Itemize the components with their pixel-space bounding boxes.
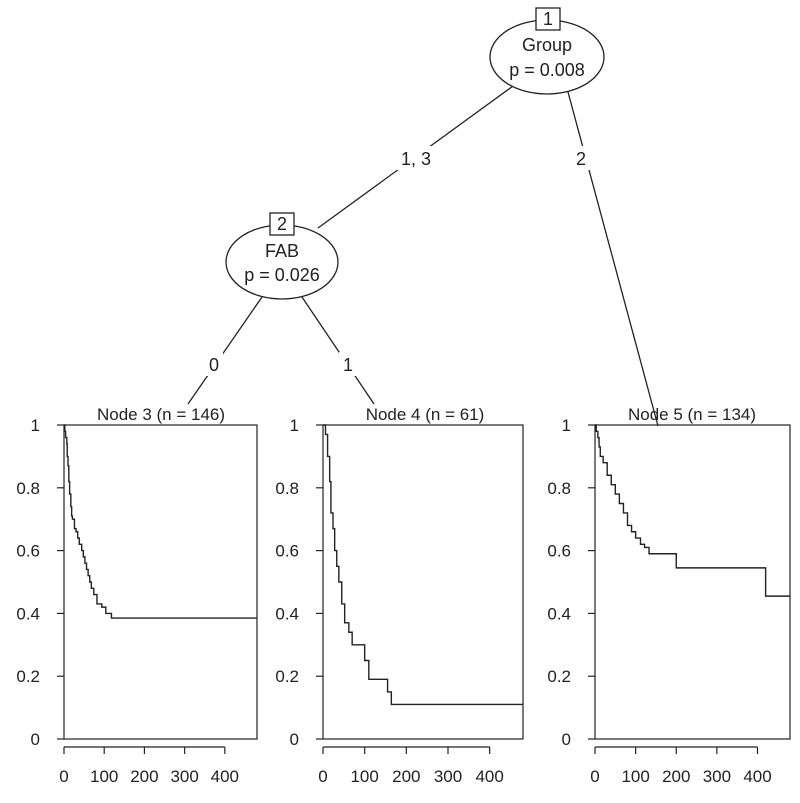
edge-label-bg <box>572 146 590 170</box>
y-tick-label: 0.4 <box>16 604 40 623</box>
node-id: 2 <box>277 214 287 234</box>
x-tick-label: 0 <box>590 767 599 786</box>
node-variable: FAB <box>265 241 299 261</box>
km-plot-node-4: 0 0.2 0.4 0.6 0.8 1 0 100 200 300 400 <box>275 416 524 786</box>
survival-curve <box>323 424 523 706</box>
y-tick-label: 0.8 <box>275 479 299 498</box>
y-tick-label: 0.4 <box>275 604 299 623</box>
inner-node-1: 1 Group p = 0.008 <box>489 7 605 95</box>
x-tick-label: 200 <box>662 767 690 786</box>
x-tick-label: 100 <box>90 767 118 786</box>
terminal-node-title-4: Node 4 (n = 61) <box>366 405 485 424</box>
edge-1-5 <box>567 91 659 427</box>
y-tick-label: 0.2 <box>275 667 299 686</box>
node-pvalue: p = 0.026 <box>244 265 320 285</box>
edge-label-1-2: 1, 3 <box>401 149 431 169</box>
plot-frame <box>63 424 258 740</box>
y-tick-label: 0.2 <box>547 667 571 686</box>
y-tick-label: 0 <box>290 730 299 749</box>
y-tick-label: 1 <box>290 416 299 435</box>
inner-node-2: 2 FAB p = 0.026 <box>225 212 339 300</box>
terminal-node-title-3: Node 3 (n = 146) <box>97 405 225 424</box>
terminal-node-title-5: Node 5 (n = 134) <box>628 405 756 424</box>
y-tick-label: 0.6 <box>275 542 299 561</box>
y-tick-label: 0.6 <box>547 542 571 561</box>
survival-curve <box>64 424 257 619</box>
y-tick-label: 0.2 <box>16 667 40 686</box>
edge-2-4 <box>301 296 375 405</box>
node-ellipse <box>225 224 339 300</box>
edge-label-2-4: 1 <box>343 355 353 375</box>
plot-frame <box>594 424 791 740</box>
node-id: 1 <box>543 9 553 29</box>
y-tick-label: 0.6 <box>16 542 40 561</box>
edge-label-1-5: 2 <box>576 149 586 169</box>
x-tick-label: 0 <box>59 767 68 786</box>
x-tick-label: 400 <box>211 767 239 786</box>
x-tick-label: 200 <box>130 767 158 786</box>
survival-curve <box>595 424 790 597</box>
y-tick-label: 0.4 <box>547 604 571 623</box>
edge-label-bg <box>394 146 438 170</box>
x-tick-label: 400 <box>743 767 771 786</box>
plot-frame <box>322 424 524 740</box>
y-tick-label: 0.8 <box>16 479 40 498</box>
edge-label-bg <box>205 352 223 376</box>
x-tick-label: 100 <box>350 767 378 786</box>
km-plot-node-5: 0 0.2 0.4 0.6 0.8 1 0 100 200 300 400 <box>547 416 791 786</box>
x-tick-label: 300 <box>703 767 731 786</box>
edge-label-2-3: 0 <box>209 355 219 375</box>
x-tick-label: 300 <box>434 767 462 786</box>
x-tick-label: 400 <box>475 767 503 786</box>
y-tick-label: 0 <box>31 730 40 749</box>
edge-label-bg <box>339 352 357 376</box>
y-tick-label: 0 <box>562 730 571 749</box>
node-pvalue: p = 0.008 <box>509 60 585 80</box>
x-tick-label: 0 <box>318 767 327 786</box>
edge-2-3 <box>187 296 263 405</box>
node-ellipse <box>489 19 605 95</box>
x-tick-label: 200 <box>392 767 420 786</box>
y-tick-label: 0.8 <box>547 479 571 498</box>
node-id-box <box>269 212 295 236</box>
y-tick-label: 1 <box>562 416 571 435</box>
km-plot-node-3: 0 0.2 0.4 0.6 0.8 1 0 100 200 300 400 <box>16 416 258 786</box>
y-tick-label: 1 <box>31 416 40 435</box>
x-tick-label: 100 <box>621 767 649 786</box>
node-variable: Group <box>522 35 572 55</box>
x-tick-label: 300 <box>170 767 198 786</box>
node-id-box <box>535 7 561 31</box>
